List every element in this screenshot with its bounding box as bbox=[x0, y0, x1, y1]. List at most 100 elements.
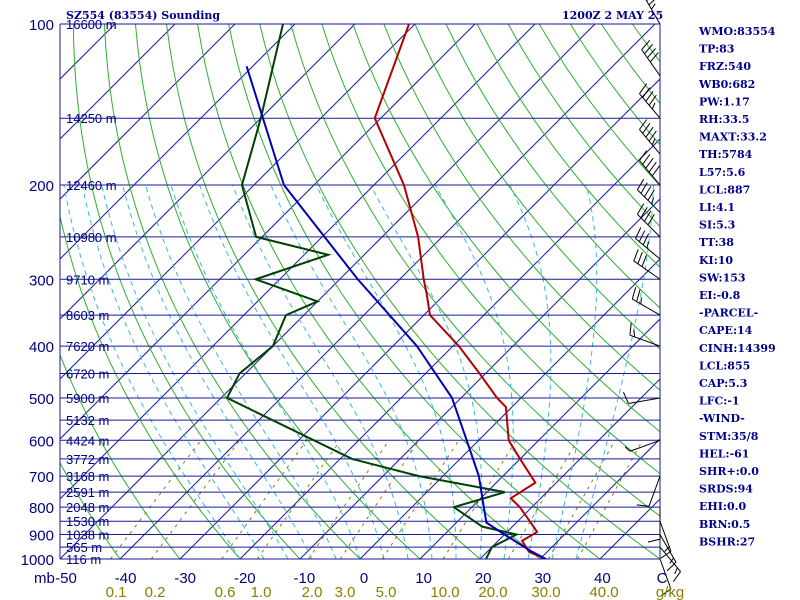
dry-adiabat bbox=[757, 24, 800, 570]
isotherm-line bbox=[60, 24, 476, 440]
isotherm-line bbox=[60, 24, 176, 140]
wind-barb-flag bbox=[647, 189, 655, 201]
pressure-tick-label: 400 bbox=[29, 339, 54, 356]
wind-barb-staff bbox=[628, 397, 661, 404]
mixing-ratio-line bbox=[507, 440, 578, 559]
dry-adiabat bbox=[476, 24, 660, 268]
wind-barb-flag bbox=[642, 233, 650, 246]
wind-barb-flag bbox=[624, 446, 631, 452]
temperature-tick-label: -20 bbox=[234, 570, 256, 587]
height-label: 565 m bbox=[66, 540, 102, 555]
isotherm-line bbox=[419, 318, 660, 559]
wind-barb bbox=[635, 227, 661, 260]
wind-barb-staff bbox=[639, 93, 661, 119]
dry-adiabat bbox=[321, 24, 660, 475]
wind-barb-staff bbox=[648, 475, 661, 507]
wind-barb bbox=[659, 546, 681, 582]
sounding-time: 1200Z 2 MAY 25 bbox=[562, 9, 663, 22]
wind-barb-flag bbox=[651, 197, 655, 205]
wind-barb-flag bbox=[646, 241, 650, 249]
height-label: 10980 m bbox=[66, 230, 117, 245]
height-label: 4424 m bbox=[66, 433, 109, 448]
wind-barb-staff bbox=[641, 49, 661, 77]
moist-adiabat bbox=[81, 184, 265, 559]
temperature-tick-label: -10 bbox=[294, 570, 316, 587]
temperature-tick-label: -50 bbox=[55, 570, 77, 587]
dry-adiabat bbox=[166, 24, 481, 559]
wind-barb bbox=[624, 439, 661, 452]
dry-adiabat bbox=[259, 24, 660, 559]
wind-barb-flag bbox=[648, 94, 657, 106]
mixing-ratio-tick-label: 5.0 bbox=[376, 584, 397, 600]
wind-barb-staff bbox=[645, 0, 661, 25]
wind-barb-flag bbox=[640, 182, 648, 194]
profile-lines bbox=[225, 24, 547, 559]
index-line: CAP:5.3 bbox=[699, 377, 747, 390]
wind-barb-flag bbox=[647, 48, 656, 59]
mixing-ratio-tick-label: 0.1 bbox=[106, 584, 127, 600]
wind-barbs bbox=[622, 0, 681, 597]
height-label: 116 m bbox=[66, 552, 101, 567]
wind-barb bbox=[647, 507, 661, 543]
index-line: MAXT:33.2 bbox=[699, 131, 767, 144]
index-line: BSHR:27 bbox=[699, 535, 755, 548]
isotherm-line bbox=[119, 24, 656, 559]
index-line: RH:33.5 bbox=[699, 113, 749, 126]
index-line: TH:5784 bbox=[699, 148, 753, 161]
isotherm-line bbox=[239, 138, 660, 559]
wind-barb-flag bbox=[645, 157, 654, 169]
wind-barb-staff bbox=[639, 129, 661, 155]
dry-adiabat bbox=[383, 24, 660, 391]
height-label: 2591 m bbox=[66, 485, 109, 500]
wind-barb-staff bbox=[637, 189, 661, 213]
mixing-ratio-line bbox=[577, 440, 643, 559]
dry-adiabat bbox=[414, 24, 660, 350]
index-line: TP:83 bbox=[699, 43, 734, 56]
wind-barb-staff bbox=[659, 521, 672, 552]
wind-barb-flag bbox=[647, 538, 661, 543]
mixing-ratio-tick-label: 0.2 bbox=[145, 584, 166, 600]
wind-barb-staff bbox=[629, 334, 661, 347]
wind-barb-flag bbox=[638, 230, 646, 242]
wind-barb-flag bbox=[651, 165, 660, 177]
mixing-ratio-tick-label: 1.0 bbox=[251, 584, 272, 600]
wind-barb-flag bbox=[649, 52, 659, 63]
wind-barb-flag bbox=[633, 249, 639, 262]
wind-barb-flag bbox=[644, 210, 652, 222]
temperature-tick-label: 10 bbox=[415, 570, 432, 587]
index-line: CAPE:14 bbox=[699, 324, 753, 337]
pressure-tick-label: 700 bbox=[29, 469, 54, 486]
wind-barb-staff bbox=[635, 238, 661, 260]
isotherm-line bbox=[359, 258, 660, 559]
mixing-ratio-tick-label: 2.0 bbox=[302, 584, 323, 600]
height-label: 5900 m bbox=[66, 391, 109, 406]
mixing-ratio-tick-label: 10.0 bbox=[430, 584, 459, 600]
wind-barb-flag bbox=[647, 214, 655, 226]
temperature-tick-label: 0 bbox=[360, 570, 368, 587]
mixing-ratio-tick-label: 30.0 bbox=[531, 584, 560, 600]
wind-barb-flag bbox=[633, 330, 636, 337]
parcel-profile-line bbox=[245, 66, 547, 559]
dry-adiabat bbox=[103, 24, 361, 559]
wind-barb-staff bbox=[633, 260, 661, 280]
pressure-tick-label: 500 bbox=[29, 391, 54, 408]
index-line: SW:153 bbox=[699, 271, 746, 284]
pressure-tick-label: 1000 bbox=[21, 552, 54, 569]
wind-barb-flag bbox=[639, 83, 648, 94]
mixing-ratio-line bbox=[547, 440, 616, 559]
index-line: LFC:-1 bbox=[699, 395, 740, 408]
wind-barb-flag bbox=[642, 123, 651, 134]
dry-adiabat bbox=[134, 24, 421, 559]
wind-barb-staff bbox=[659, 558, 672, 590]
temperature-tick-label: 30 bbox=[534, 570, 551, 587]
wind-barb-flag bbox=[636, 203, 645, 215]
temperature-tick-label: C bbox=[657, 570, 668, 587]
height-label: 1530 m bbox=[66, 514, 109, 529]
wind-barb-flag bbox=[648, 130, 657, 142]
pressure-tick-label: 200 bbox=[29, 178, 54, 195]
sounding-title: SZ554 (83554) Sounding bbox=[66, 9, 220, 22]
wind-barb bbox=[639, 119, 661, 155]
isotherm-line bbox=[60, 24, 236, 200]
